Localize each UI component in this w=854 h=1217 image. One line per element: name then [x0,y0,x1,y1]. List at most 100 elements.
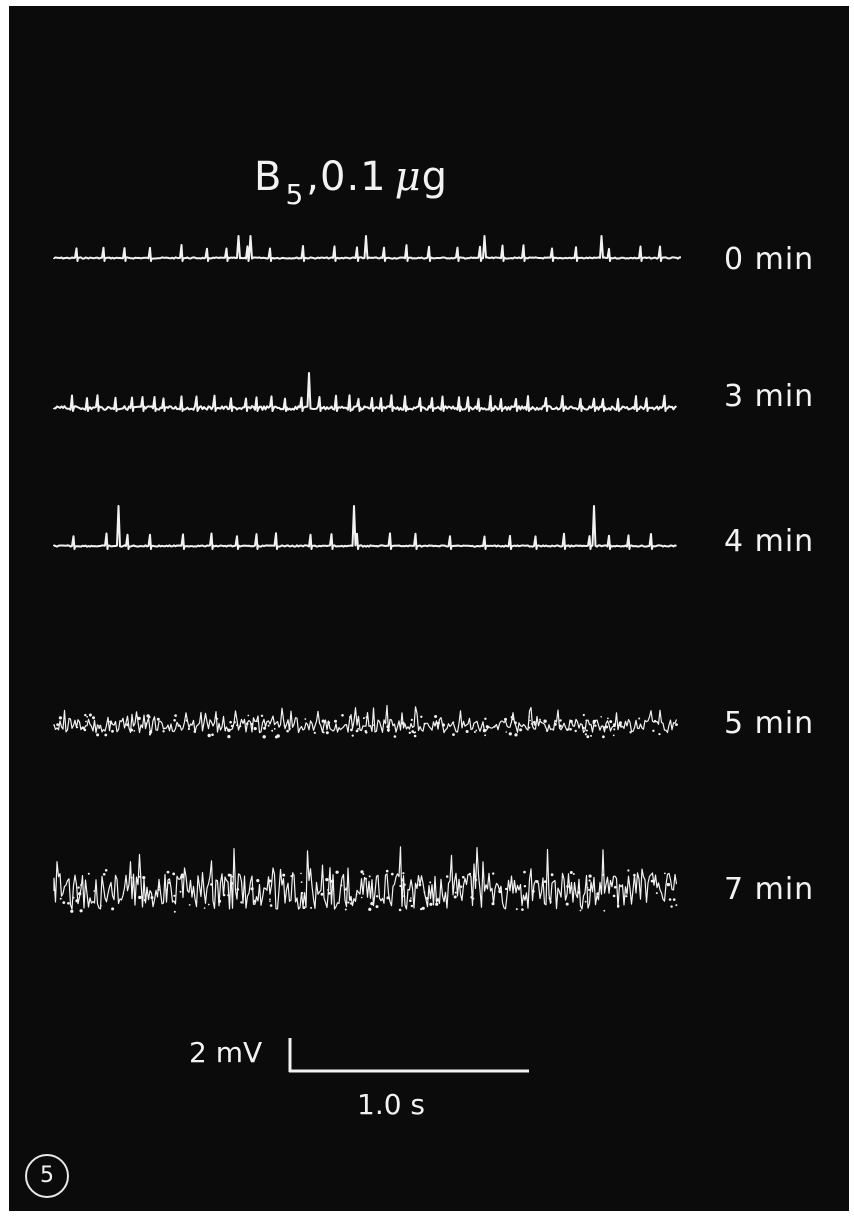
trace-speck [498,889,502,894]
trace-speck [418,883,422,887]
trace-speck [579,909,582,912]
trace-speck [243,720,246,723]
trace-speck [320,892,324,896]
trace-speck [173,894,176,897]
trace-speck [168,881,171,884]
trace-speck [566,885,569,888]
trace-speck [452,733,455,736]
trace-speck [510,716,513,719]
trace-speck [86,715,88,718]
trace-speck [70,909,74,913]
trace-speck [211,733,214,736]
trace-speck [72,896,75,899]
trace-speck [585,719,588,722]
trace-speck [454,891,457,894]
title-dose: ,0.1 [306,154,387,200]
trace-speck [230,875,233,878]
trace-7-min [53,846,678,913]
trace-speck [350,902,353,905]
trace-speck [321,719,325,723]
trace-speck [543,880,547,883]
trace-speck [399,884,402,888]
trace-5-min [53,704,678,739]
trace-speck [322,875,324,877]
trace-speck [269,900,271,902]
trace-speck [256,720,258,723]
trace-label-0: 0 min [724,242,815,277]
trace-speck [504,717,507,721]
title-subscript: 5 [285,178,305,211]
trace-speck [216,717,219,720]
trace-speck [596,892,600,896]
trace-speck [666,882,671,887]
trace-speck [139,875,142,878]
trace-speck [79,884,82,886]
trace-speck [230,882,234,885]
trace-speck [612,734,615,737]
trace-speck [588,879,591,882]
trace-speck [602,735,605,739]
title-mu: μ [394,154,422,200]
trace-speck [410,904,414,908]
trace-speck [475,729,478,732]
trace-speck [250,887,254,891]
trace-speck [410,718,413,722]
trace-speck [569,719,573,723]
trace-speck [157,885,161,888]
trace-speck [420,715,423,718]
trace-3-min [53,372,678,412]
trace-speck [386,728,390,732]
trace-speck [511,717,514,721]
trace-speck [429,881,432,884]
trace-speck [224,729,227,732]
trace-speck [603,909,606,912]
trace-speck [413,734,417,738]
trace-speck [633,873,636,877]
trace-speck [273,728,276,730]
trace-speck [364,730,368,733]
trace-speck [437,721,440,725]
trace-speck [372,724,374,726]
trace-speck [535,880,539,883]
figure-number-badge: 5 [25,1154,69,1198]
trace-speck [603,726,606,729]
trace-speck [96,733,100,737]
trace-speck [386,896,390,900]
scale-amplitude-label: 2 mV [189,1036,263,1069]
trace-speck [174,714,177,717]
trace-speck [368,907,372,912]
trace-label-4: 7 min [724,872,815,907]
trace-speck [345,887,348,890]
trace-speck [652,729,655,732]
trace-speck [402,872,405,875]
trace-speck [400,877,403,880]
trace-speck [588,874,592,878]
trace-speck [505,731,508,733]
trace-speck [349,898,353,901]
trace-speck [282,873,286,877]
trace-speck [401,879,404,882]
trace-speck [362,873,365,875]
trace-speck [398,908,402,912]
trace-speck [524,897,527,899]
trace-speck [356,719,359,722]
trace-speck [650,879,654,883]
trace-speck [203,907,206,909]
trace-speck [435,898,439,902]
trace-speck [672,898,676,901]
trace-speck [441,723,445,727]
trace-speck [515,908,518,911]
trace-speck [638,717,641,720]
trace-speck [523,885,527,888]
trace-speck [613,728,616,731]
scale-bar [288,1038,529,1073]
trace-speck [75,899,79,903]
trace-speck [100,904,102,907]
trace-speck [207,903,210,906]
trace-speck [137,716,141,721]
trace-speck [162,730,165,733]
eeg-traces [53,235,681,1073]
trace-speck [165,888,168,891]
trace-speck [87,872,90,875]
trace-speck [365,877,368,880]
